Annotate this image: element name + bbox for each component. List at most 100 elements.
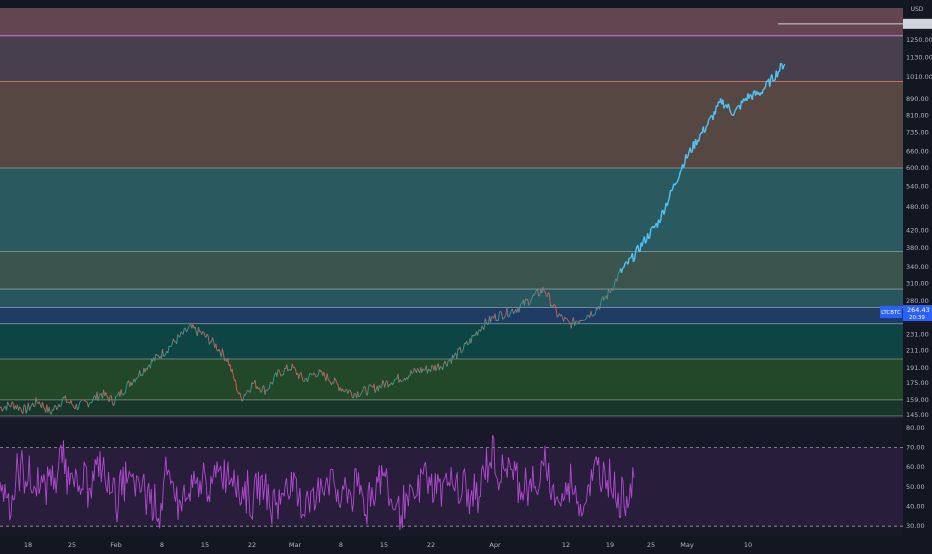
price-segment <box>503 319 504 320</box>
symbol-label: LTCBTC <box>881 310 901 316</box>
price-segment <box>707 125 708 126</box>
price-band-3 <box>0 307 903 323</box>
y-tick-label-14: 280.00 <box>906 297 929 305</box>
price-band-2 <box>0 324 903 359</box>
price-segment <box>557 317 558 318</box>
price-band-6 <box>0 168 903 251</box>
x-tick-label-3: 8 <box>160 541 164 549</box>
y-tick-label-2: 1010.00 <box>906 73 932 81</box>
x-tick-label-2: Feb <box>110 541 122 549</box>
price-segment <box>626 262 627 263</box>
price-segment <box>395 379 396 380</box>
price-segment <box>710 116 711 118</box>
y-tick-label-16: 211.00 <box>906 346 929 354</box>
price-segment <box>554 304 555 305</box>
price-segment <box>581 320 582 321</box>
price-segment <box>660 221 661 223</box>
price-band-7 <box>0 81 903 168</box>
price-segment <box>247 390 248 391</box>
y-tick-label-4: 810.00 <box>906 112 929 120</box>
x-tick-label-8: 15 <box>380 541 388 549</box>
price-segment <box>86 402 87 403</box>
rsi-tick-label-5: 30.00 <box>906 522 925 530</box>
price-segment <box>124 393 125 394</box>
last-price-label: 264.43 <box>907 306 930 314</box>
y-tick-label-8: 540.00 <box>906 182 929 190</box>
price-segment <box>67 402 68 403</box>
price-segment <box>733 115 734 116</box>
price-segment <box>709 118 710 119</box>
y-tick-label-1: 1130.00 <box>906 53 932 61</box>
price-band-4 <box>0 289 903 307</box>
y-tick-label-6: 660.00 <box>906 147 929 155</box>
x-tick-label-15: 10 <box>744 541 752 549</box>
price-segment <box>487 324 488 325</box>
time-axis-bg <box>0 537 932 550</box>
x-tick-label-1: 25 <box>68 541 76 549</box>
y-tick-label-3: 890.00 <box>906 95 929 103</box>
x-tick-label-0: 18 <box>24 541 32 549</box>
price-segment <box>781 63 782 64</box>
price-segment <box>580 320 581 321</box>
currency-unit-label: USD <box>911 6 924 13</box>
price-segment <box>737 106 738 107</box>
price-segment <box>164 356 165 357</box>
price-segment <box>60 406 61 407</box>
price-segment <box>654 226 655 228</box>
price-bands <box>0 8 903 536</box>
price-segment <box>691 152 692 153</box>
price-band-5 <box>0 251 903 289</box>
price-band-8 <box>0 36 903 82</box>
y-tick-label-7: 600.00 <box>906 164 929 172</box>
y-tick-label-17: 191.00 <box>906 364 929 372</box>
rsi-band-fill <box>0 448 903 527</box>
y-tick-label-12: 340.00 <box>906 263 929 271</box>
price-segment <box>521 303 522 304</box>
price-segment <box>680 170 681 171</box>
y-tick-label-10: 420.00 <box>906 226 929 234</box>
x-tick-label-13: 25 <box>647 541 655 549</box>
x-tick-label-5: 22 <box>248 541 256 549</box>
price-segment <box>675 183 676 185</box>
y-tick-label-9: 480.00 <box>906 203 929 211</box>
price-segment <box>312 374 313 375</box>
price-segment <box>724 106 725 108</box>
price-segment <box>84 400 85 401</box>
price-segment <box>584 319 585 320</box>
rsi-tick-label-1: 70.00 <box>906 444 925 452</box>
y-tick-label-0: 1250.00 <box>906 36 932 44</box>
rsi-tick-label-0: 80.00 <box>906 424 925 432</box>
price-segment <box>750 94 751 95</box>
price-segment <box>704 131 705 133</box>
y-tick-label-20: 145.00 <box>906 411 929 419</box>
rsi-tick-label-2: 60.00 <box>906 463 925 471</box>
price-segment <box>371 386 372 387</box>
y-tick-label-13: 310.00 <box>906 279 929 287</box>
y-tick-label-15: 231.00 <box>906 331 929 339</box>
price-segment <box>72 405 73 406</box>
price-segment <box>784 64 785 65</box>
price-segment <box>428 369 429 370</box>
peak-price-box <box>903 19 932 29</box>
y-tick-label-19: 159.00 <box>906 396 929 404</box>
x-tick-label-14: May <box>680 541 694 549</box>
y-tick-label-5: 735.00 <box>906 129 929 137</box>
price-segment <box>773 80 774 81</box>
x-tick-label-7: 8 <box>339 541 343 549</box>
x-tick-label-12: 19 <box>606 541 614 549</box>
price-segment <box>432 365 433 366</box>
y-tick-label-11: 380.00 <box>906 244 929 252</box>
rsi-tick-label-3: 50.00 <box>906 483 925 491</box>
price-segment <box>203 332 204 333</box>
x-tick-label-4: 15 <box>201 541 209 549</box>
price-segment <box>544 291 545 292</box>
x-tick-label-11: 12 <box>562 541 570 549</box>
price-band-0 <box>0 400 903 416</box>
price-segment <box>736 107 737 109</box>
price-segment <box>672 189 673 191</box>
price-segment <box>735 109 736 111</box>
price-segment <box>649 237 650 238</box>
y-tick-label-18: 175.00 <box>906 379 929 387</box>
x-tick-label-6: Mar <box>289 541 302 549</box>
